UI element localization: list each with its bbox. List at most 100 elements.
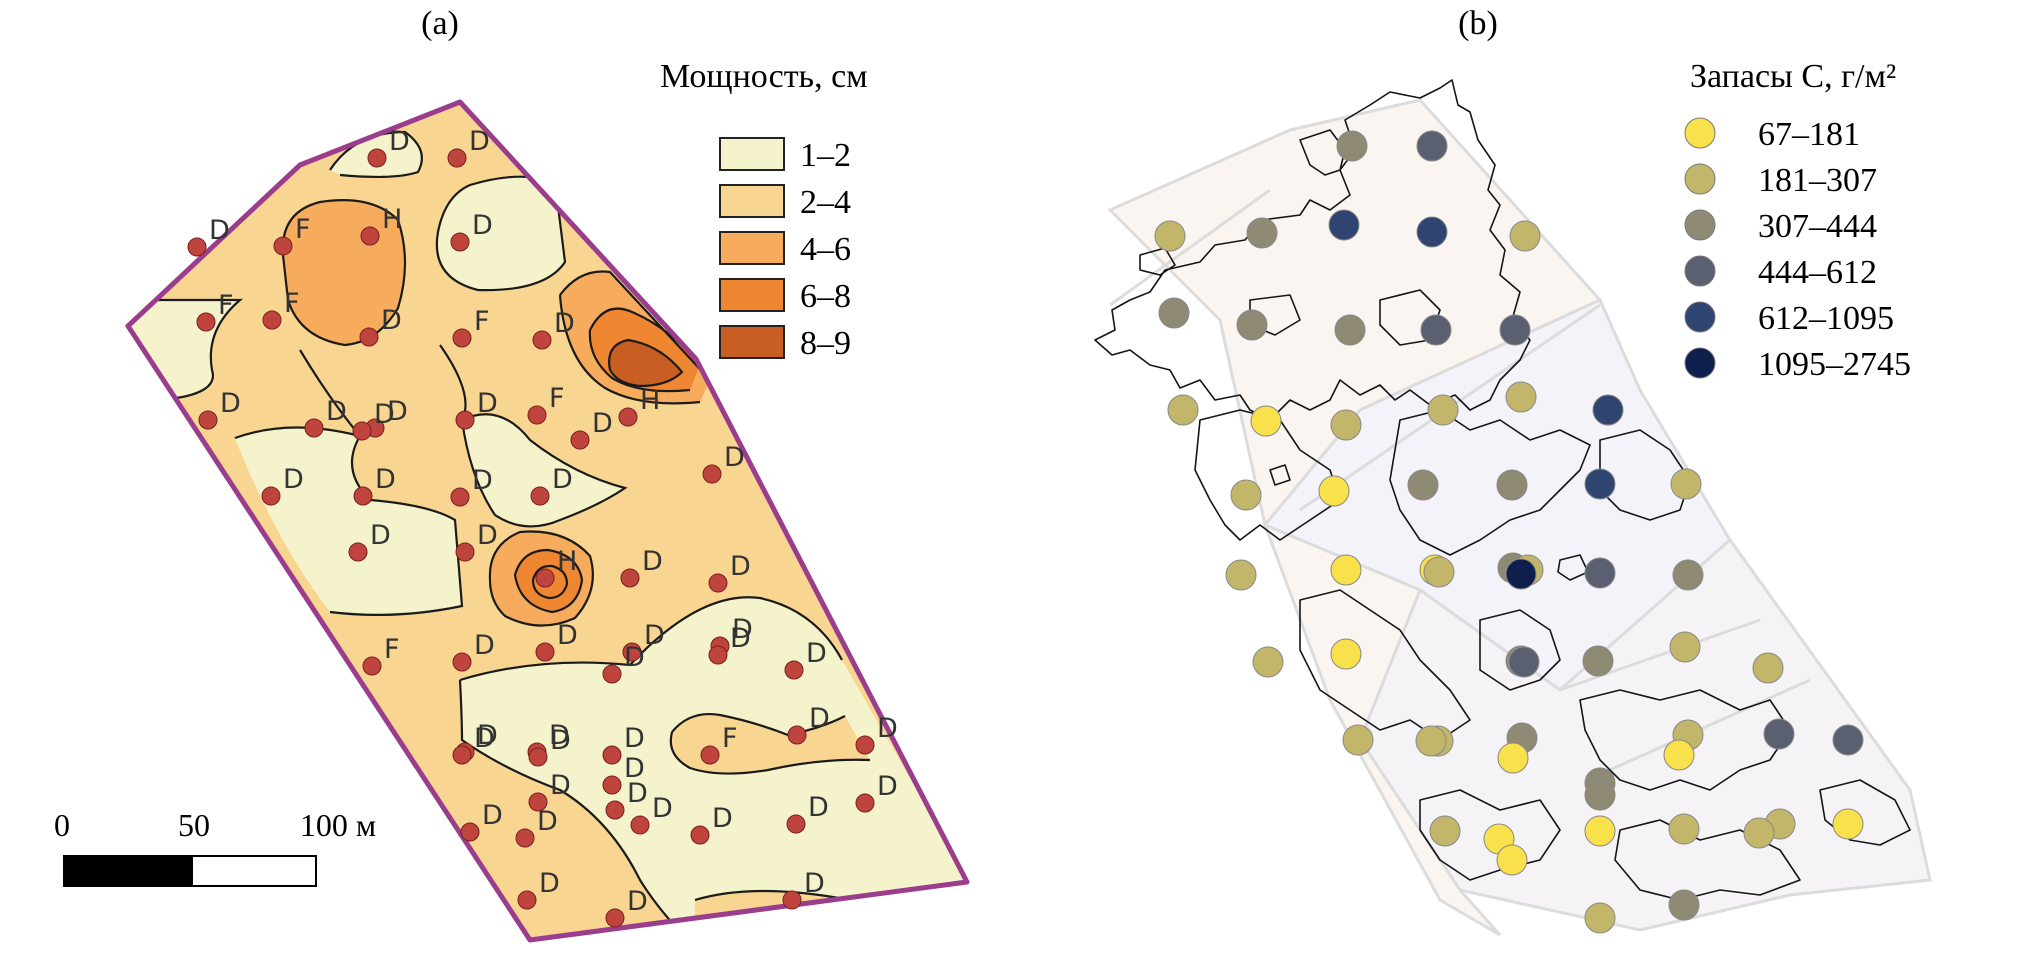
zone-1-2-mid [462,414,625,527]
parcel-line-4 [1609,678,1811,772]
carbon-sample-point [1505,381,1537,413]
sample-point-type: H [382,204,402,235]
legend-b: Запасы C, г/м² 67–181 181–307 307–444 444–6… [1684,58,1911,383]
sample-point-type: D [370,520,391,551]
sample-point [262,310,282,330]
sample-point-type: D [326,396,347,427]
sample-point [455,542,475,562]
sample-point-type: D [549,720,570,751]
legend-a-swatch [719,231,785,265]
sample-point [620,568,640,588]
sample-point-type: F [284,288,300,319]
carbon-sample-point [1752,652,1784,684]
scale-tick-100: 100 м [300,807,376,843]
sample-point-type: D [209,215,230,246]
sample-point-type: D [730,551,751,582]
sample-point-type: D [644,620,665,651]
sample-point-type: D [472,210,493,241]
sample-points-b [1154,130,1864,934]
carbon-sample-point [1158,297,1190,329]
zone-8-9-east [609,340,682,386]
sample-point [348,542,368,562]
sample-point-type: D [482,800,503,831]
legend-b-marker [1684,301,1716,333]
sample-point [261,486,281,506]
legend-a-swatch [719,137,785,171]
legend-a-title: Мощность, см [660,58,868,95]
carbon-sample-point [1668,889,1700,921]
sample-point-type: D [474,630,495,661]
sample-point [450,232,470,252]
carbon-sample-point [1832,724,1864,756]
sample-point [359,327,379,347]
sample-point [690,825,710,845]
map-b [1094,79,1932,937]
sample-point [570,430,590,450]
scale-bar: 0 50 100 м [54,807,376,887]
sample-point [515,828,535,848]
sample-point-type: F [722,723,738,754]
sample-point-type: D [642,546,663,577]
panel-label-b: (b) [1458,5,1498,42]
carbon-sample-point [1167,394,1199,426]
sample-point [786,814,806,834]
sample-point-type: D [469,126,490,157]
carbon-sample-point [1663,739,1695,771]
carbon-sample-point [1592,394,1624,426]
legend-a-label: 2–4 [800,184,851,221]
sample-point-type: D [732,614,753,645]
carbon-sample-point [1415,725,1447,757]
sample-point [353,486,373,506]
sample-point [530,486,550,506]
sample-point [535,642,555,662]
sample-point [602,775,622,795]
carbon-sample-point [1496,469,1528,501]
carbon-sample-point [1225,559,1257,591]
legend-a-swatch [719,278,785,312]
sample-point [196,312,216,332]
legend-b-label: 181–307 [1758,162,1877,199]
sample-point [618,407,638,427]
sample-point-type: D [389,126,410,157]
sample-point-type: D [804,868,825,899]
legend-b-label: 67–181 [1758,116,1860,153]
carbon-sample-point [1330,638,1362,670]
sample-point-type: D [557,620,578,651]
carbon-sample-point [1423,556,1455,588]
sample-point-type: D [877,713,898,744]
legend-b-marker [1684,163,1716,195]
sample-point-type: F [218,290,234,321]
carbon-sample-point [1763,718,1795,750]
sample-point-type: D [808,792,829,823]
legend-a-swatch [719,325,785,359]
legend-b-label: 612–1095 [1758,300,1894,337]
sample-point [517,890,537,910]
sample-point [605,800,625,820]
sample-point [630,815,650,835]
parcel-line-1 [1109,188,1271,307]
carbon-sample-point [1429,815,1461,847]
sample-point [528,792,548,812]
sample-point [782,890,802,910]
carbon-sample-point [1743,817,1775,849]
sample-point [455,410,475,430]
sample-point [787,725,807,745]
legend-b-marker [1684,347,1716,379]
sample-point [532,330,552,350]
sample-point-type: D [537,806,558,837]
sample-point-type: D [712,803,733,834]
legend-a: Мощность, см 1–2 2–4 4–6 6–8 8–9 [660,58,868,362]
sample-point-type: D [477,520,498,551]
carbon-sample-point [1246,217,1278,249]
sample-point [784,660,804,680]
sample-point-type: F [295,214,311,245]
sample-point-type: D [730,623,751,654]
sample-point-type: F [549,383,565,414]
carbon-sample-point [1509,220,1541,252]
sample-point-type: D [724,442,745,473]
sample-point-type: D [387,396,408,427]
sample-point-type: F [474,306,490,337]
carbon-sample-point [1416,216,1448,248]
sample-point [352,421,372,441]
